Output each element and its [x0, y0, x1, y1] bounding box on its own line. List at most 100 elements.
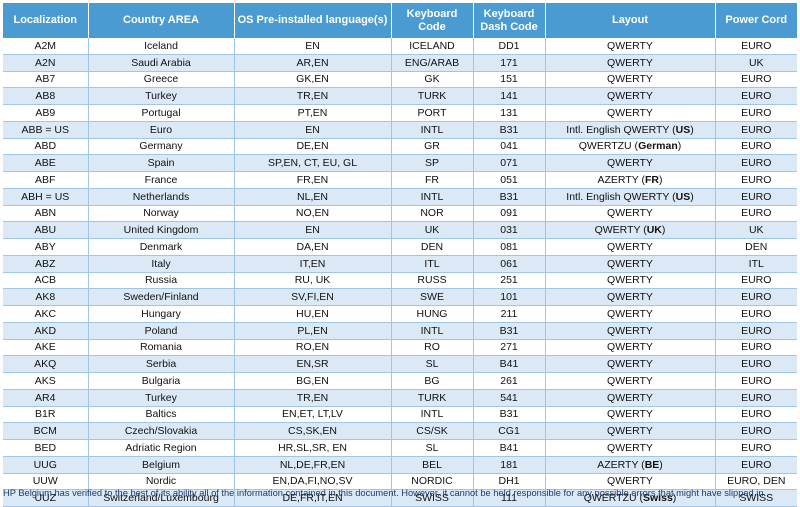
layout-text: QWERTZU ( — [583, 492, 644, 505]
disclaimer-footer: HP Belgium has verified to the best of i… — [3, 488, 767, 498]
layout-text: QWERTY — [607, 73, 653, 86]
header-country: Country AREA — [88, 3, 235, 38]
cell-power-cord: EURO — [715, 38, 797, 55]
table-row: ABY Denmark DA,EN DEN 081 QWERTY DEN — [3, 238, 797, 256]
table-row: ABU United Kingdom EN UK 031 QWERTY (UK) UK — [3, 221, 797, 239]
cell-os-language: IT,EN — [234, 255, 392, 273]
cell-os-language: HU,EN — [234, 305, 392, 323]
cell-power-cord: EURO — [715, 339, 797, 357]
layout-text-end: ) — [658, 173, 663, 186]
cell-keyboard-dash-code: B31 — [473, 121, 546, 139]
cell-keyboard-code: NOR — [391, 205, 474, 223]
cell-keyboard-dash-code: DD1 — [473, 38, 546, 55]
cell-keyboard-code: INTL — [391, 121, 474, 139]
cell-power-cord: EURO — [715, 171, 797, 189]
cell-os-language: GK,EN — [234, 71, 392, 89]
cell-os-language: NL,EN — [234, 188, 392, 206]
header-layout: Layout — [545, 3, 716, 38]
layout-text: QWERTY — [607, 39, 653, 52]
cell-keyboard-dash-code: 541 — [473, 389, 546, 407]
header-localization: Localization — [3, 3, 89, 38]
cell-power-cord: EURO — [715, 121, 797, 139]
cell-os-language: EN,DA,FI,NO,SV — [234, 473, 392, 491]
layout-text: QWERTY — [607, 358, 653, 371]
cell-keyboard-code: RUSS — [391, 272, 474, 290]
cell-keyboard-code: BEL — [391, 456, 474, 474]
cell-layout: QWERTY — [545, 322, 716, 340]
table-row: A2M Iceland EN ICELAND DD1 QWERTY EURO — [3, 38, 797, 55]
table-row: AB8 Turkey TR,EN TURK 141 QWERTY EURO — [3, 87, 797, 105]
layout-text-end: ) — [690, 190, 694, 203]
cell-country: Serbia — [88, 355, 235, 373]
cell-layout: QWERTY — [545, 255, 716, 273]
cell-country: Baltics — [88, 406, 235, 424]
layout-text-end: ) — [677, 140, 682, 153]
layout-text: QWERTY — [607, 425, 653, 438]
cell-keyboard-dash-code: 211 — [473, 305, 546, 323]
cell-layout: QWERTY — [545, 238, 716, 256]
cell-power-cord: EURO — [715, 456, 797, 474]
cell-localization: AB9 — [3, 104, 89, 122]
cell-os-language: EN — [234, 221, 392, 239]
table-row: A2N Saudi Arabia AR,EN ENG/ARAB 171 QWERTY UK — [3, 54, 797, 72]
cell-layout: QWERTZU (German) — [545, 138, 716, 156]
cell-power-cord: EURO — [715, 188, 797, 206]
cell-os-language: BG,EN — [234, 372, 392, 390]
cell-localization: AKC — [3, 305, 89, 323]
header-os-language: OS Pre-installed language(s) — [234, 3, 392, 38]
cell-localization: ABY — [3, 238, 89, 256]
cell-localization: ABU — [3, 221, 89, 239]
layout-text: AZERTY ( — [597, 173, 645, 186]
layout-text-end: ) — [672, 492, 677, 505]
cell-keyboard-dash-code: 141 — [473, 87, 546, 105]
cell-keyboard-dash-code: 061 — [473, 255, 546, 273]
table-row: ABZ Italy IT,EN ITL 061 QWERTY ITL — [3, 255, 797, 273]
cell-os-language: AR,EN — [234, 54, 392, 72]
cell-layout: QWERTY — [545, 389, 716, 407]
cell-keyboard-dash-code: B31 — [473, 322, 546, 340]
cell-keyboard-dash-code: 091 — [473, 205, 546, 223]
table-row: AR4 Turkey TR,EN TURK 541 QWERTY EURO — [3, 389, 797, 407]
cell-country: Netherlands — [88, 188, 235, 206]
table-row: BCM Czech/Slovakia CS,SK,EN CS/SK CG1 QWERTY E… — [3, 422, 797, 440]
cell-keyboard-dash-code: 041 — [473, 138, 546, 156]
layout-text: QWERTY — [607, 475, 653, 488]
layout-text: QWERTZU ( — [578, 140, 639, 153]
cell-country: Spain — [88, 154, 235, 172]
layout-text: QWERTY — [607, 157, 653, 170]
table-row: AKC Hungary HU,EN HUNG 211 QWERTY EURO — [3, 305, 797, 323]
cell-power-cord: UK — [715, 54, 797, 72]
cell-keyboard-dash-code: 071 — [473, 154, 546, 172]
cell-keyboard-code: CS/SK — [391, 422, 474, 440]
cell-localization: ABF — [3, 171, 89, 189]
cell-os-language: EN,SR — [234, 355, 392, 373]
cell-keyboard-code: SWE — [391, 288, 474, 306]
cell-layout: QWERTY (UK) — [545, 221, 716, 239]
layout-region-emphasis: US — [675, 190, 691, 203]
layout-text: QWERTY — [607, 56, 653, 69]
cell-country: Czech/Slovakia — [88, 422, 235, 440]
layout-text: Intl. English QWERTY ( — [566, 123, 676, 136]
cell-power-cord: EURO — [715, 406, 797, 424]
cell-layout: QWERTY — [545, 38, 716, 55]
cell-keyboard-code: ICELAND — [391, 38, 474, 55]
cell-keyboard-code: GR — [391, 138, 474, 156]
cell-localization: ABZ — [3, 255, 89, 273]
cell-layout: Intl. English QWERTY (US) — [545, 121, 716, 139]
cell-layout: QWERTY — [545, 87, 716, 105]
layout-text: QWERTY — [607, 274, 653, 287]
layout-text: AZERTY ( — [597, 458, 645, 471]
table-row: ABN Norway NO,EN NOR 091 QWERTY EURO — [3, 205, 797, 223]
layout-text: QWERTY — [607, 257, 653, 270]
cell-layout: QWERTY — [545, 272, 716, 290]
cell-keyboard-code: GK — [391, 71, 474, 89]
header-keyboard-code: Keyboard Code — [391, 3, 474, 38]
table-header-row: Localization Country AREA OS Pre-install… — [3, 3, 797, 38]
cell-os-language: DA,EN — [234, 238, 392, 256]
cell-localization: ABE — [3, 154, 89, 172]
cell-power-cord: EURO — [715, 288, 797, 306]
cell-keyboard-dash-code: DH1 — [473, 473, 546, 491]
cell-localization: BED — [3, 439, 89, 457]
cell-country: Norway — [88, 205, 235, 223]
layout-region-emphasis: German — [638, 140, 678, 153]
